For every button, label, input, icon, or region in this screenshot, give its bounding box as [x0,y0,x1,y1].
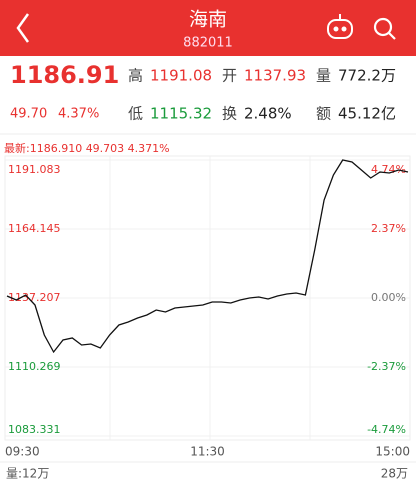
code: 882011 [183,36,233,51]
stat-value: 1191.08 [150,67,212,85]
back-button[interactable] [16,13,30,43]
price-line [6,159,409,354]
header-bar [0,0,416,56]
y-tick-label: 1083.331 [8,423,61,436]
y2-tick-label: 0.00% [371,291,406,304]
stat-value: 772.2万 [338,67,396,85]
y-tick-label: 1110.269 [8,360,61,373]
change: 49.70 [10,107,47,122]
stat-label: 换 [222,105,237,123]
stat-label: 低 [128,105,143,123]
y2-tick-label: -4.74% [367,423,406,436]
search-icon[interactable] [373,17,396,40]
y2-tick-label: -2.37% [367,360,406,373]
stat-label: 开 [222,67,237,85]
stat-label: 额 [316,105,331,123]
x-tick-label: 11:30 [190,445,225,459]
robot-icon[interactable] [327,14,353,39]
latest-label: 最新:1186.910 49.703 4.371% [4,141,170,155]
title: 海南 [189,9,227,31]
y-tick-label: 1164.145 [8,222,61,235]
stat-value: 2.48% [244,105,292,123]
y-tick-label: 1137.207 [8,291,61,304]
volume-max: 28万 [381,467,408,481]
y2-tick-label: 2.37% [371,222,406,235]
stat-label: 量 [316,67,331,85]
stat-value: 45.12亿 [338,105,396,123]
x-tick-label: 09:30 [5,445,40,459]
change-pct: 4.37% [58,107,99,122]
stat-label: 高 [128,67,143,85]
stat-value: 1115.32 [150,105,212,123]
x-tick-label: 15:00 [375,445,410,459]
price: 1186.91 [10,61,119,89]
volume-label: 量:12万 [6,467,49,481]
y-tick-label: 1191.083 [8,163,61,176]
stat-value: 1137.93 [244,67,306,85]
